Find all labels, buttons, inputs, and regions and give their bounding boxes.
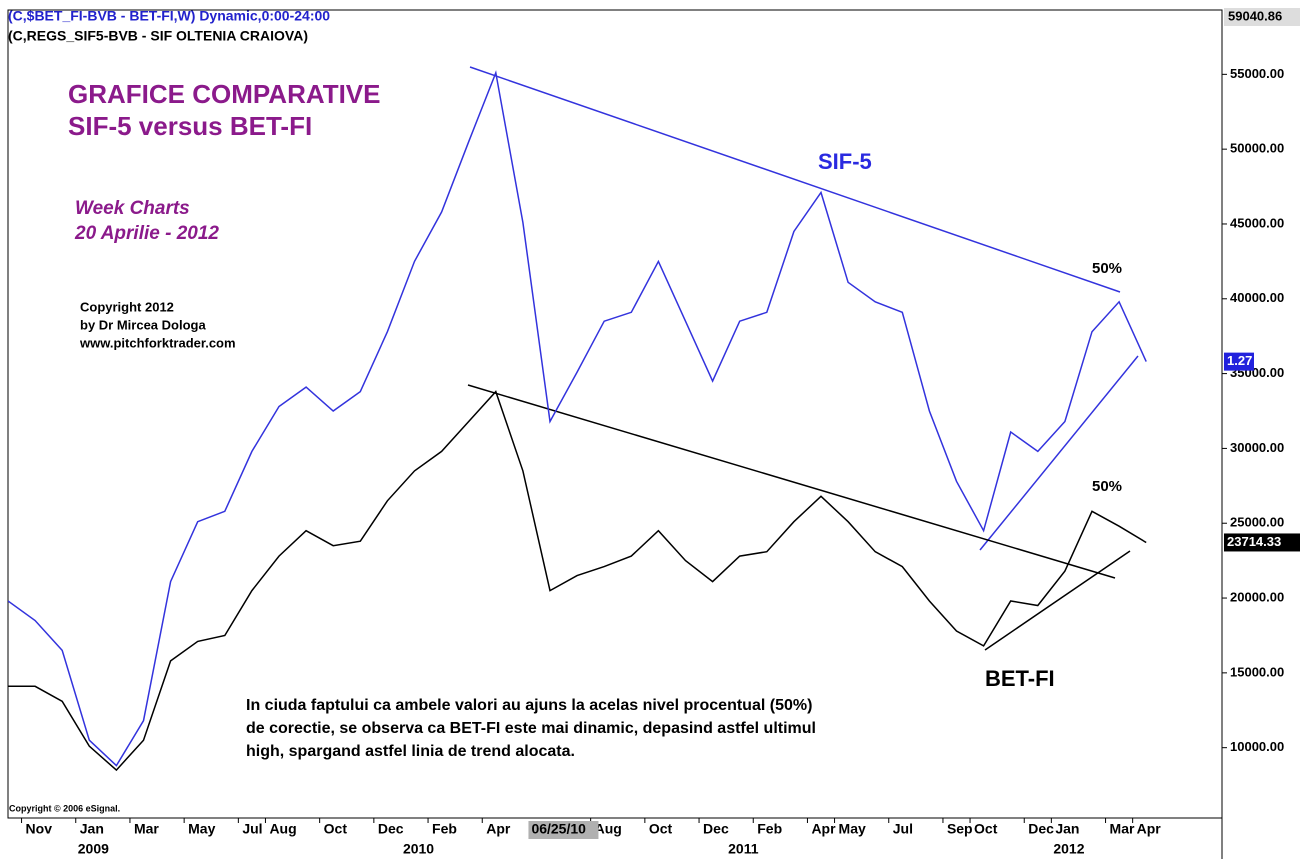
annotation: www.pitchforktrader.com [79,335,236,350]
x-tick-label: Aug [269,821,296,837]
x-tick-label: Aug [595,821,622,837]
x-tick-label: Nov [26,821,53,837]
cursor-box [528,821,599,839]
annotation: high, spargand astfel linia de trend alo… [246,743,575,760]
sif-support [979,355,1139,551]
x-tick-label: Dec [378,821,404,837]
chart-subtitle: SIF-5 versus BET-FI [68,111,312,141]
series [8,70,1147,772]
annotation: 50% [1092,478,1122,495]
x-tick-label: Oct [974,821,998,837]
y-tick-label: 15000.00 [1230,664,1284,679]
y-tick-label: 25000.00 [1230,515,1284,530]
x-tick-label: Jul [242,821,262,837]
x-tick-label: Apr [1137,821,1162,837]
annotation: SIF-5 [818,149,872,174]
last-tag-box [1224,352,1254,371]
year-label: 2010 [403,841,434,857]
annotation: 20 Aprilie - 2012 [74,223,219,244]
header: (C,$BET_FI-BVB - BET-FI,W) Dynamic,0:00-… [8,8,330,24]
cursor-label: 06/25/10 [531,821,586,837]
annotation: by Dr Mircea Dologa [80,317,206,332]
trendlines [467,66,1139,651]
x-tick-label: Jul [893,821,913,837]
y-tick-label: 50000.00 [1230,141,1284,156]
x-tick-label: Oct [649,821,673,837]
last-tag: 23714.33 [1227,534,1281,549]
y-tick-label: 30000.00 [1230,440,1284,455]
top-tag: 59040.86 [1228,8,1282,23]
x-tick-label: Feb [432,821,457,837]
chart-title: GRAFICE COMPARATIVE [68,79,380,109]
series-line [8,390,1147,772]
y-tick-label: 55000.00 [1230,66,1284,81]
y-tick-label: 40000.00 [1230,290,1284,305]
year-label: 2009 [78,841,109,857]
x-tick-label: May [839,821,866,837]
x-tick-label: Dec [703,821,729,837]
x-tick-label: Sep [947,821,973,837]
x-tick-label: Apr [486,821,511,837]
annotation: Copyright © 2006 eSignal. [9,803,120,813]
betfi-trendline [467,384,1116,579]
annotation: de corectie, se observa ca BET-FI este m… [246,720,816,737]
sif-trendline [469,66,1121,293]
header: (C,REGS_SIF5-BVB - SIF OLTENIA CRAIOVA) [8,28,308,44]
x-tick-label: Apr [811,821,836,837]
year-label: 2011 [728,841,759,857]
annotation: 50% [1092,260,1122,277]
x-tick-label: May [188,821,215,837]
y-tick-label: 20000.00 [1230,589,1284,604]
x-tick-label: Feb [757,821,782,837]
series-line [8,70,1147,767]
y-tick-label: 10000.00 [1230,739,1284,754]
x-tick-label: Mar [134,821,159,837]
betfi-support [984,550,1131,651]
annotation: BET-FI [985,666,1055,691]
x-tick-label: Dec [1028,821,1054,837]
x-tick-label: Jan [1055,821,1079,837]
annotation: Copyright 2012 [80,299,174,314]
last-tag: 1.27 [1227,353,1252,368]
last-tag-box [1224,533,1300,552]
y-tick-label: 45000.00 [1230,215,1284,230]
annotation: Week Charts [75,198,190,219]
year-label: 2012 [1053,841,1084,857]
x-tick-label: Mar [1110,821,1135,837]
plot-frame [7,9,1223,819]
top-tag-box [1224,8,1300,26]
annotation: In ciuda faptului ca ambele valori au aj… [246,697,812,714]
x-tick-label: Oct [324,821,348,837]
x-tick-label: Jan [80,821,104,837]
